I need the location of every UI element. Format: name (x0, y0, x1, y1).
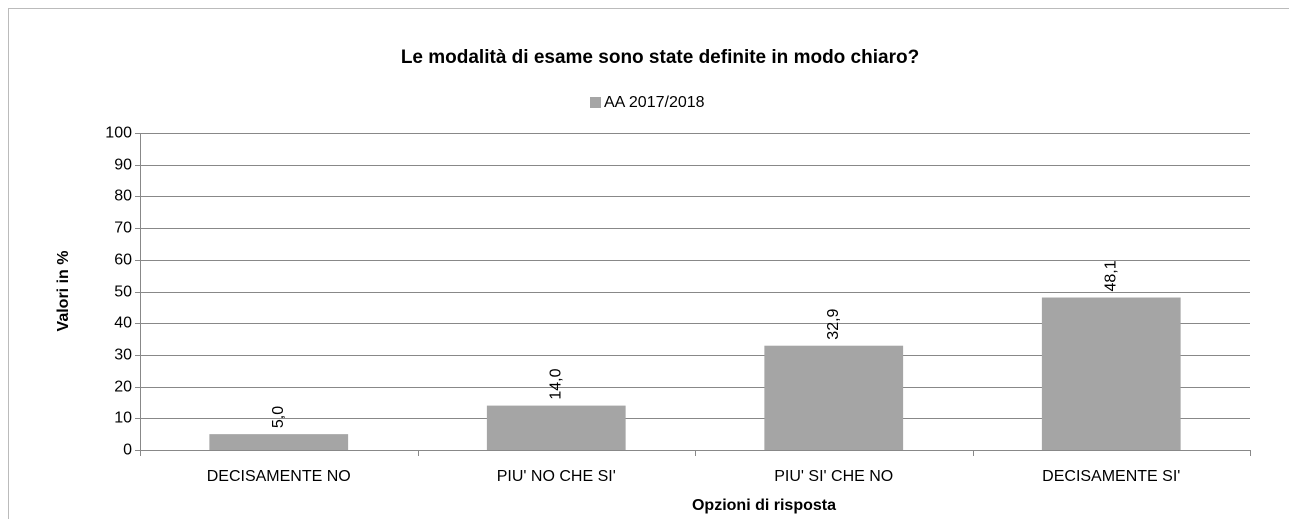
chart-title: Le modalità di esame sono state definite… (401, 47, 919, 68)
x-tick-label: PIU' SI' CHE NO (774, 468, 893, 485)
bar (209, 434, 349, 450)
y-tick-label: 80 (114, 188, 132, 205)
value-label: 5,0 (270, 406, 287, 428)
y-tick-label: 70 (114, 220, 132, 237)
y-tick-label: 10 (114, 410, 132, 427)
y-tick-label: 20 (114, 379, 132, 396)
x-tick-label: DECISAMENTE SI' (1042, 468, 1180, 485)
legend-label: AA 2017/2018 (604, 94, 705, 111)
value-label: 48,1 (1102, 260, 1119, 291)
y-tick-label: 50 (114, 284, 132, 301)
bar (1041, 297, 1181, 450)
value-label: 32,9 (825, 308, 842, 339)
y-tick-label: 40 (114, 315, 132, 332)
y-tick-label: 100 (105, 125, 132, 142)
y-tick-label: 90 (114, 157, 132, 174)
x-axis-label: Opzioni di risposta (692, 497, 836, 514)
y-axis-label: Valori in % (55, 251, 72, 332)
chart-frame (8, 8, 1289, 519)
y-tick-label: 60 (114, 252, 132, 269)
x-tick-label: DECISAMENTE NO (207, 468, 351, 485)
x-tick-label: PIU' NO CHE SI' (497, 468, 616, 485)
bar (486, 405, 626, 450)
y-tick-label: 0 (123, 442, 132, 459)
value-label: 14,0 (547, 368, 564, 399)
bar (764, 345, 904, 450)
legend-swatch (590, 97, 601, 108)
y-tick-label: 30 (114, 347, 132, 364)
